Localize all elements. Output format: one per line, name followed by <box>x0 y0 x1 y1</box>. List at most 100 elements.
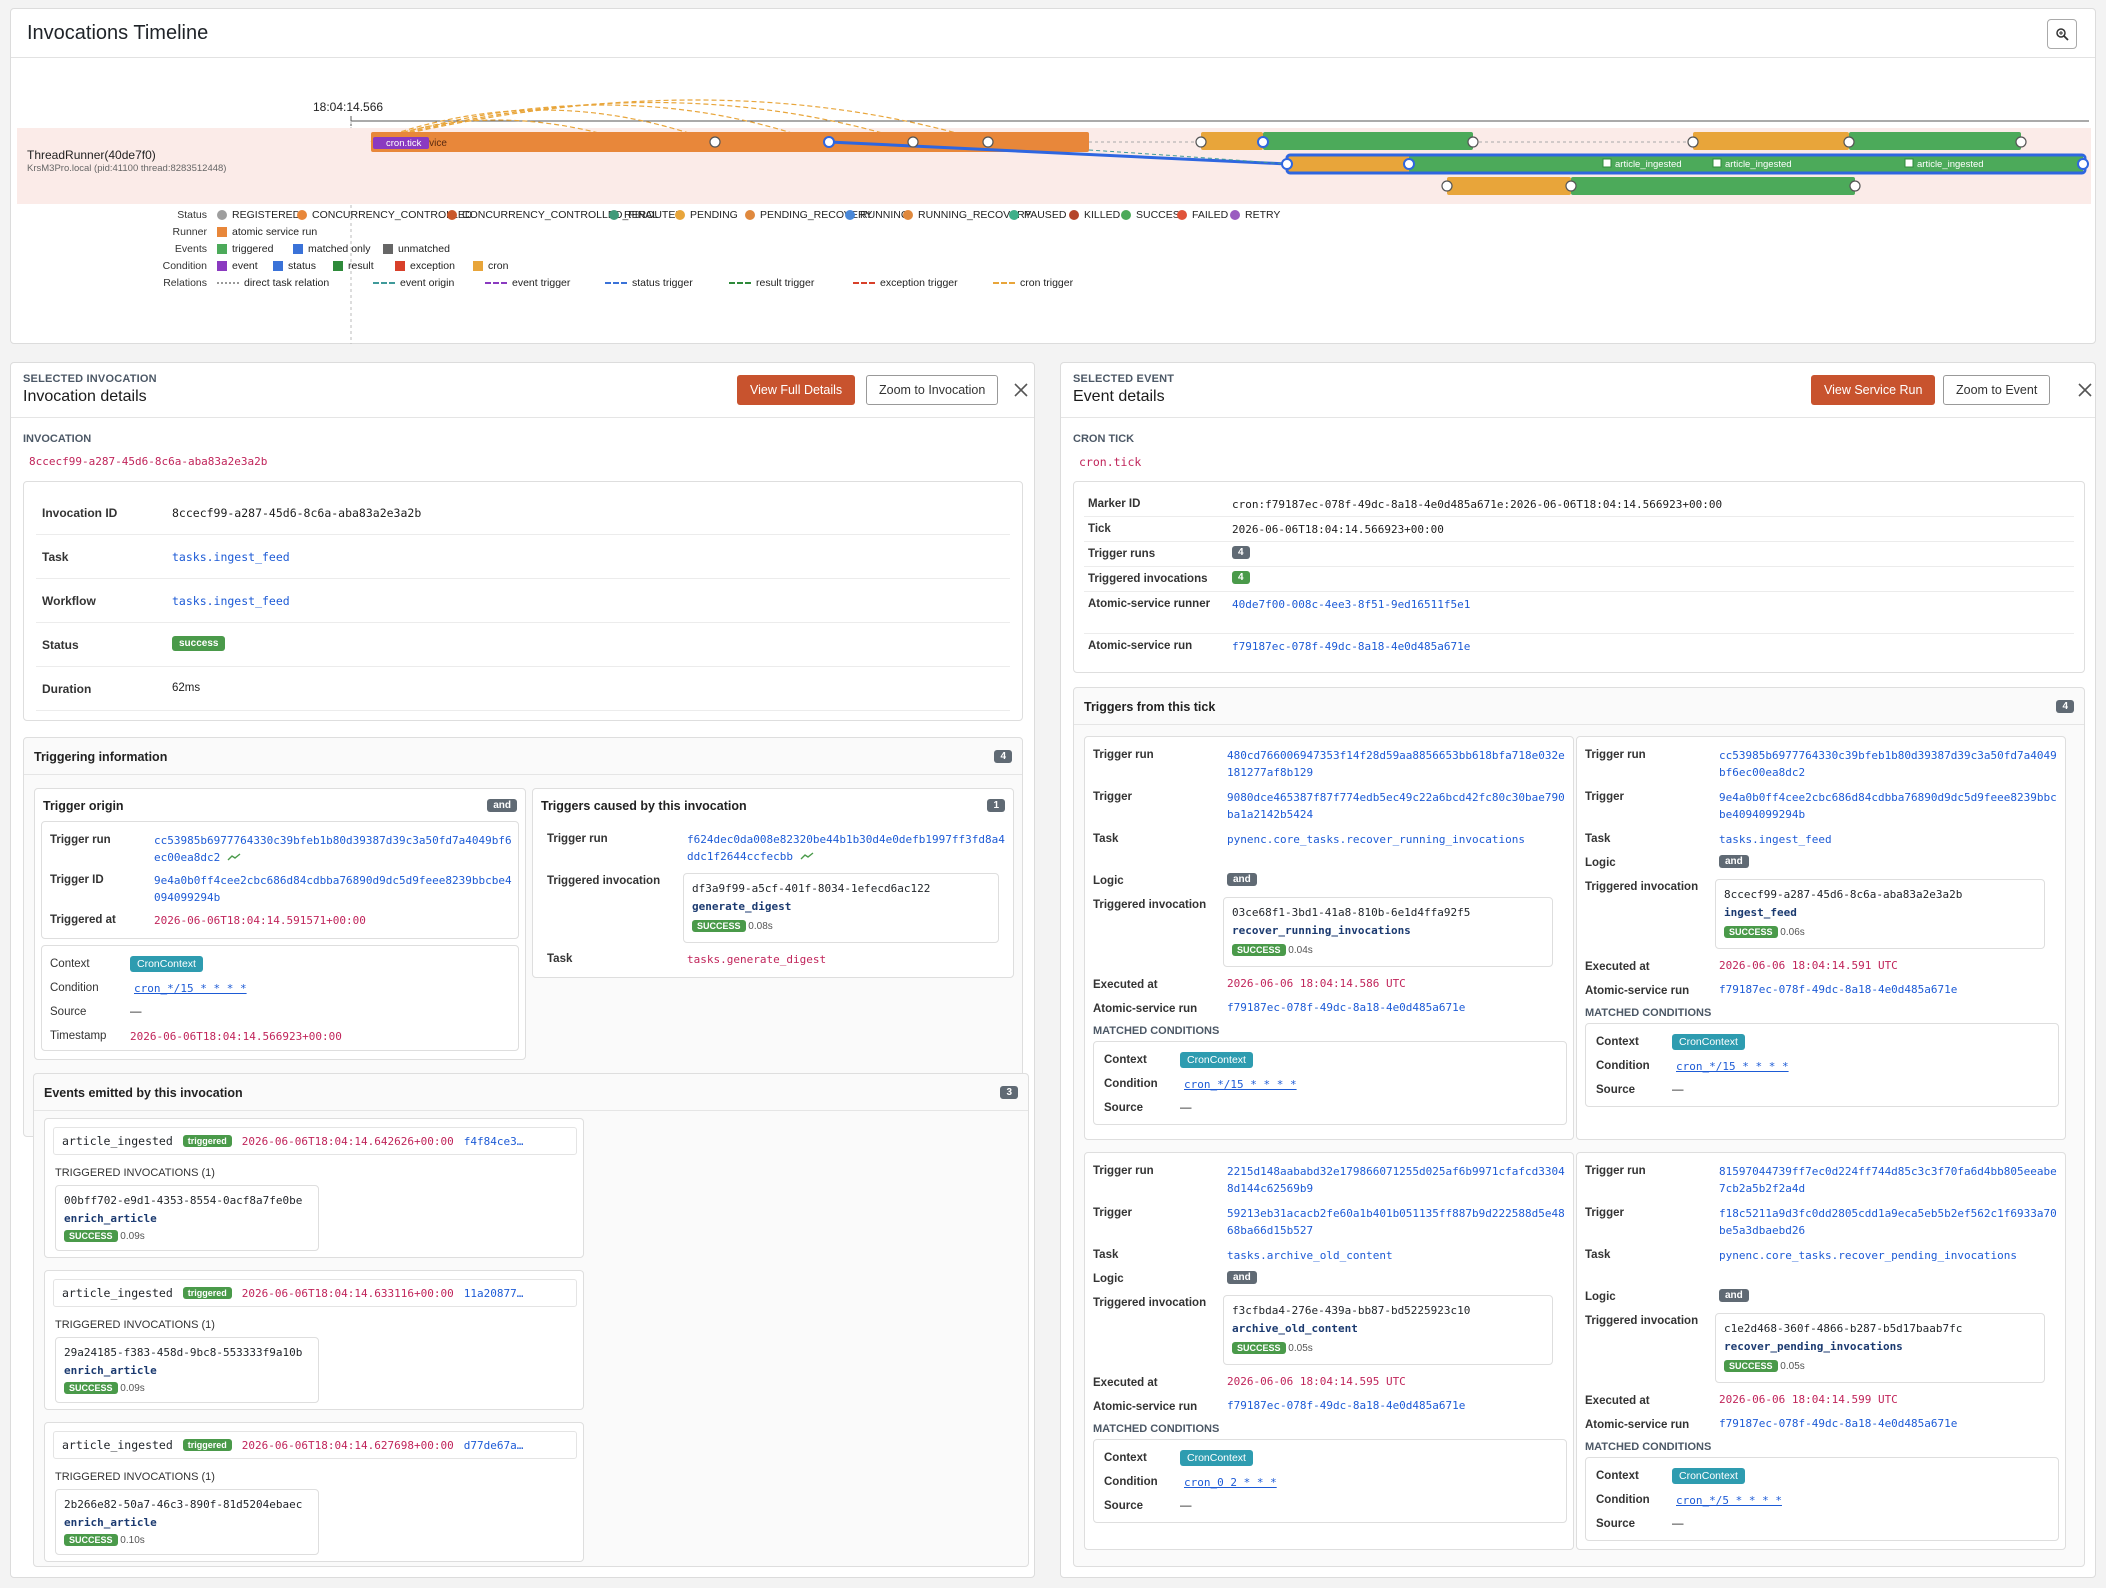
close-icon[interactable] <box>1011 380 1031 400</box>
invocation-bar[interactable] <box>1201 132 1263 150</box>
source-value: — <box>1180 1500 1192 1512</box>
condition-link[interactable]: cron_*/15 * * * * <box>1184 1078 1297 1091</box>
detail-value: 62ms <box>172 682 201 694</box>
legend-item: result trigger <box>729 277 814 289</box>
atomic-run-link[interactable]: f79187ec-078f-49dc-8a18-4e0d485a671e <box>1719 983 1958 996</box>
detail-key: Source <box>1596 1518 1635 1530</box>
event-ref-link[interactable]: 11a20877… <box>463 1286 524 1300</box>
invocation-bar[interactable] <box>1287 155 1409 173</box>
triggered-invocation-card[interactable]: 2b266e82-50a7-46c3-890f-81d5204ebaec enri… <box>55 1489 319 1555</box>
atomic-run-link[interactable]: f79187ec-078f-49dc-8a18-4e0d485a671e <box>1227 1001 1466 1014</box>
section-title: Triggers from this tick <box>1084 700 1216 714</box>
zoom-icon <box>2056 28 2069 41</box>
cron-tick-marker[interactable] <box>373 137 429 149</box>
trigger-run-link[interactable]: 2215d148aababd32e179866071255d025af6b997… <box>1227 1165 1565 1195</box>
invocation-bar[interactable] <box>1447 177 1571 195</box>
condition-link[interactable]: cron_*/15 * * * * <box>1676 1060 1789 1073</box>
triggered-invocation-card[interactable]: f3cfbda4-276e-439a-bb87-bd5225923c10 arch… <box>1223 1295 1553 1365</box>
triggered-invocations-label: TRIGGERED INVOCATIONS (1) <box>55 1319 215 1331</box>
panel-tag: SELECTED INVOCATION <box>23 373 157 385</box>
executed-at-value: 2026-06-06 18:04:14.586 UTC <box>1227 977 1406 990</box>
view-service-run-button[interactable]: View Service Run <box>1811 375 1936 405</box>
atomic-run-link[interactable]: f79187ec-078f-49dc-8a18-4e0d485a671e <box>1227 1399 1466 1412</box>
task-link[interactable]: tasks.ingest_feed <box>1719 833 1832 846</box>
legend-label: RUNNING_RECOVERY <box>918 209 1032 221</box>
detail-key: Triggered invocations <box>1088 573 1208 585</box>
invocation-bar[interactable] <box>1263 132 1473 150</box>
trigger-link[interactable]: 9e4a0b0ff4cee2cbc686d84cdbba76890d9dc5d9… <box>1719 791 2057 821</box>
task-link[interactable]: pynenc.core_tasks.recover_pending_invoca… <box>1719 1249 2018 1262</box>
legend-item: result <box>333 260 374 272</box>
zoom-button[interactable] <box>2047 19 2077 49</box>
trigger-link[interactable]: f18c5211a9d3fc0dd2805cdd1a9eca5eb5b2ef56… <box>1719 1207 2057 1237</box>
duration: 0.05s <box>1288 1343 1313 1354</box>
service-run-link[interactable]: f79187ec-078f-49dc-8a18-4e0d485a671e <box>1232 640 1471 653</box>
trend-icon <box>227 853 241 861</box>
detail-key: Task <box>1093 1249 1119 1261</box>
invocation-bar[interactable] <box>1571 177 1855 195</box>
event-timestamp: 2026-06-06T18:04:14.642626+00:00 <box>241 1134 454 1148</box>
invocation-id: 2b266e82-50a7-46c3-890f-81d5204ebaec <box>64 1498 303 1511</box>
triggering-info-section: Triggering information 4 Trigger origin … <box>23 737 1023 1137</box>
triggered-invocation-card[interactable]: 29a24185-f383-458d-9bc8-553333f9a10b enri… <box>55 1337 319 1403</box>
view-full-details-button[interactable]: View Full Details <box>737 375 856 405</box>
timestamp-value: 2026-06-06T18:04:14.566923+00:00 <box>130 1030 342 1043</box>
task-link[interactable]: tasks.archive_old_content <box>1227 1249 1393 1262</box>
event-ref-link[interactable]: f4f84ce3… <box>463 1134 524 1148</box>
event-card[interactable]: article_ingested triggered 2026-06-06T18:0… <box>44 1422 584 1562</box>
zoom-to-event-button[interactable]: Zoom to Event <box>1943 375 2051 405</box>
status-badge: SUCCESS <box>1724 1360 1778 1372</box>
event-card[interactable]: article_ingested triggered 2026-06-06T18:0… <box>44 1118 584 1258</box>
executed-at-value: 2026-06-06 18:04:14.595 UTC <box>1227 1375 1406 1388</box>
timeline-canvas[interactable]: 18:04:14.566 ThreadRunner(40de7f0) KrsM3… <box>11 58 2097 344</box>
executed-at-value: 2026-06-06 18:04:14.599 UTC <box>1719 1393 1898 1406</box>
trigger-link[interactable]: 9080dce465387f87f774edb5ec49c22a6bcd42fc… <box>1227 791 1565 821</box>
runner-link[interactable]: 40de7f00-008c-4ee3-8f51-9ed16511f5e1 <box>1232 598 1471 611</box>
triggered-invocation-card[interactable]: 00bff702-e9d1-4353-8554-0acf8a7fe0be enri… <box>55 1185 319 1251</box>
triggered-invocation-card[interactable]: 8ccecf99-a287-45d6-8c6a-aba83a2e3a2b inge… <box>1715 879 2045 949</box>
trigger-link[interactable]: 59213eb31acacb2fe60a1b401b051135ff887b9d… <box>1227 1207 1565 1237</box>
close-icon[interactable] <box>2075 380 2095 400</box>
trigger-id-link[interactable]: 9e4a0b0ff4cee2cbc686d84cdbba76890d9dc5d9… <box>154 874 512 904</box>
event-label: article_ingested <box>1917 159 1984 170</box>
triggered-invocation-card[interactable]: 03ce68f1-3bd1-41a8-810b-6e1d4ffa92f5 reco… <box>1223 897 1553 967</box>
detail-key: Executed at <box>1093 1377 1158 1389</box>
event-card[interactable]: article_ingested triggered 2026-06-06T18:0… <box>44 1270 584 1410</box>
triggered-invocation-card[interactable]: c1e2d468-360f-4866-b287-b5d17baab7fc reco… <box>1715 1313 2045 1383</box>
condition-link[interactable]: cron_0 2 * * * <box>1184 1476 1277 1489</box>
selected-invocation-bar[interactable] <box>1409 155 2083 173</box>
atomic-run-link[interactable]: f79187ec-078f-49dc-8a18-4e0d485a671e <box>1719 1417 1958 1430</box>
status-badge: SUCCESS <box>1724 926 1778 938</box>
source-value: — <box>1672 1518 1684 1530</box>
condition-link[interactable]: cron_*/15 * * * * <box>134 982 247 995</box>
invocation-bar[interactable] <box>1693 132 1849 150</box>
status-trigger-line <box>828 140 1288 166</box>
legend-item: exception trigger <box>853 277 958 289</box>
workflow-link[interactable]: tasks.ingest_feed <box>172 594 290 608</box>
timeline-time-label: 18:04:14.566 <box>313 100 383 114</box>
detail-key: Trigger <box>1093 791 1132 803</box>
legend-item: PAUSED <box>1009 209 1066 221</box>
invocation-name: recover_running_invocations <box>1232 924 1411 937</box>
trigger-run-link[interactable]: cc53985b6977764330c39bfeb1b80d39387d39c3… <box>154 834 512 864</box>
detail-key: Logic <box>1585 1291 1616 1303</box>
task-link[interactable]: pynenc.core_tasks.recover_running_invoca… <box>1227 833 1526 846</box>
invocation-bar[interactable] <box>1849 132 2021 150</box>
detail-key: Condition <box>1104 1476 1158 1488</box>
legend-label: cron trigger <box>1020 277 1074 289</box>
count-badge: 1 <box>987 799 1005 812</box>
invocation-id-short[interactable]: 8ccecf99-a287-45d6-8c6a-aba83a2e3a2b <box>29 455 268 468</box>
condition-link[interactable]: cron_*/5 * * * * <box>1676 1494 1782 1507</box>
task-link[interactable]: tasks.ingest_feed <box>172 550 290 564</box>
zoom-to-invocation-button[interactable]: Zoom to Invocation <box>866 375 999 405</box>
trigger-run-link[interactable]: cc53985b6977764330c39bfeb1b80d39387d39c3… <box>1719 749 2057 779</box>
triggered-invocation-card[interactable]: df3a9f99-a5cf-401f-8034-1efecd6ac122 gen… <box>683 873 999 943</box>
detail-key: Context <box>1104 1054 1147 1066</box>
event-ref-link[interactable]: d77de67a… <box>463 1438 524 1452</box>
trigger-run-link[interactable]: 480cd766006947353f14f28d59aa8856653bb618… <box>1227 749 1565 779</box>
legend-item: REROUTED <box>609 209 683 221</box>
trigger-run-link[interactable]: f624dec0da008e82320be44b1b30d4e0defb1997… <box>687 833 1005 863</box>
legend-key: Status <box>177 209 207 221</box>
trigger-run-link[interactable]: 81597044739ff7ec0d224ff744d85c3c3f70fa6d… <box>1719 1165 2057 1195</box>
events-emitted-section: Events emitted by this invocation 3 arti… <box>33 1073 1029 1567</box>
